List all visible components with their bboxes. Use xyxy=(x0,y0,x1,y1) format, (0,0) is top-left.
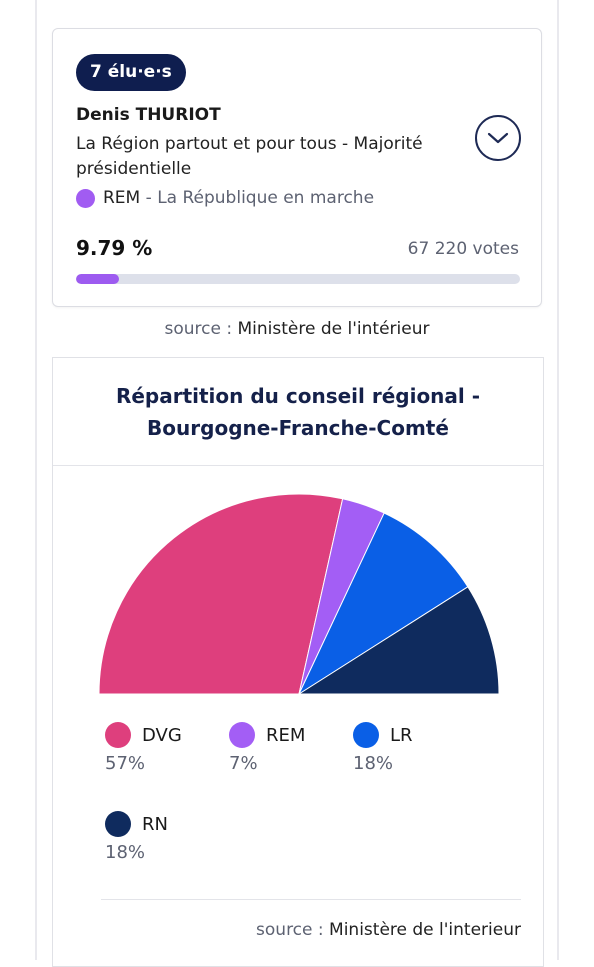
legend-name-rn: RN xyxy=(142,813,168,835)
council-title-line1: Répartition du conseil régional - xyxy=(115,384,481,408)
legend-name-dvg: DVG xyxy=(142,724,182,746)
party-full-name: La République en marche xyxy=(157,188,375,208)
council-title-line2: Bourgogne-Franche-Comté xyxy=(147,416,449,440)
council-chart xyxy=(98,493,500,696)
candidate-name: Denis THURIOT xyxy=(76,105,221,125)
vote-percentage: 9.79 % xyxy=(76,236,153,260)
chart-slice-lr xyxy=(297,512,469,696)
party-separator: - xyxy=(140,188,158,208)
chart-slice-rn xyxy=(297,586,500,695)
frame-left-border xyxy=(35,0,37,960)
expand-details-button[interactable] xyxy=(475,115,521,161)
frame-right-border xyxy=(557,0,559,960)
legend-dot-rem xyxy=(229,722,255,748)
legend-dot-dvg xyxy=(105,722,131,748)
council-card: Répartition du conseil régional - Bourgo… xyxy=(52,357,544,967)
legend-pct-lr: 18% xyxy=(353,753,394,774)
legend-dot-lr xyxy=(353,722,379,748)
source-bottom: source : Ministère de l'interieur xyxy=(256,920,521,940)
source-divider xyxy=(101,899,521,900)
legend-name-rem: REM xyxy=(266,724,306,746)
party-color-dot xyxy=(76,188,95,208)
source-top: source : Ministère de l'intérieur xyxy=(52,319,542,339)
source-bottom-label: source : xyxy=(256,920,330,940)
source-bottom-value: Ministère de l'interieur xyxy=(329,920,521,940)
legend-name-lr: LR xyxy=(390,724,413,746)
legend-item-rn: RN 18% xyxy=(105,811,168,863)
legend-item-lr: LR 18% xyxy=(353,722,413,774)
legend-item-rem: REM 7% xyxy=(229,722,305,774)
vote-progress-fill xyxy=(76,274,120,284)
elected-count-badge: 7 élu·e·s xyxy=(76,54,186,91)
legend-pct-rem: 7% xyxy=(229,753,258,774)
chevron-down-icon xyxy=(487,132,509,144)
source-top-label: source : xyxy=(164,319,238,339)
legend-item-dvg: DVG 57% xyxy=(105,722,182,774)
candidate-list-name: La Région partout et pour tous - Majorit… xyxy=(76,134,423,179)
vote-progress-bar xyxy=(76,274,520,284)
council-title: Répartition du conseil régional - Bourgo… xyxy=(53,380,543,444)
legend-dot-rn xyxy=(105,811,131,837)
legend-pct-rn: 18% xyxy=(105,842,146,863)
council-divider xyxy=(53,465,543,466)
party-code: REM xyxy=(103,188,141,208)
source-top-value: Ministère de l'intérieur xyxy=(237,319,430,339)
candidate-party: REM - La République en marche xyxy=(76,186,374,210)
legend-pct-dvg: 57% xyxy=(105,753,146,774)
chart-slice-dvg xyxy=(98,493,344,695)
vote-count: 67 220 votes xyxy=(407,239,519,259)
candidate-card: 7 élu·e·s Denis THURIOT La Région partou… xyxy=(52,28,542,307)
